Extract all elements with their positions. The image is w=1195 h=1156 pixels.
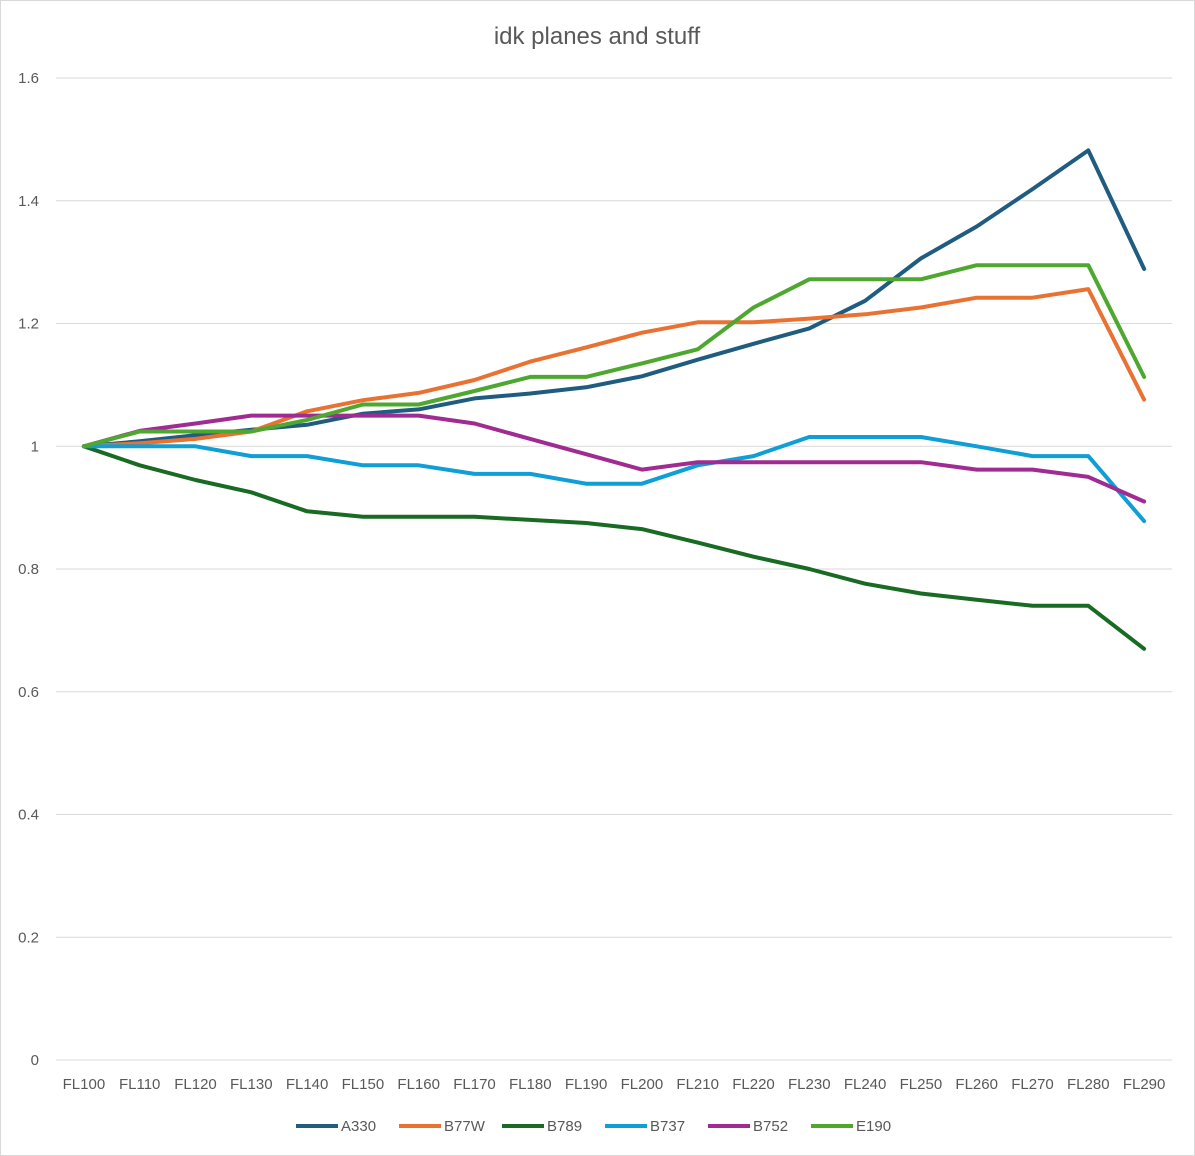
x-tick-label: FL270: [1011, 1076, 1054, 1093]
series-lines: [81, 148, 1147, 651]
x-tick-label: FL190: [565, 1076, 608, 1093]
x-tick-label: FL280: [1067, 1076, 1110, 1093]
y-tick-label: 0.4: [18, 807, 39, 824]
y-tick-label: 0: [31, 1052, 39, 1069]
legend-item-e190: E190: [811, 1118, 891, 1135]
legend-label: B752: [753, 1118, 788, 1135]
x-tick-label: FL110: [119, 1076, 160, 1093]
x-tick-label: FL150: [342, 1076, 385, 1093]
x-tick-label: FL210: [676, 1076, 719, 1093]
gridlines: [56, 77, 1172, 1061]
legend: A330 B77W B789 B737 B752 E190: [296, 1118, 891, 1135]
chart-title: idk planes and stuff: [494, 23, 701, 50]
y-tick-label: 1.6: [18, 70, 39, 87]
x-tick-label: FL130: [230, 1076, 273, 1093]
series-line-b789: [81, 444, 1147, 651]
legend-item-b789: B789: [502, 1118, 582, 1135]
series-line-b737: [81, 435, 1147, 524]
y-axis-ticks: 0 0.2 0.4 0.6 0.8 1 1.2 1.4 1.6: [18, 70, 39, 1069]
legend-label: A330: [341, 1118, 376, 1135]
y-tick-label: 0.8: [18, 561, 39, 578]
legend-item-b737: B737: [605, 1118, 685, 1135]
y-tick-label: 1: [31, 438, 39, 455]
y-tick-label: 1.2: [18, 316, 39, 333]
legend-item-b77w: B77W: [399, 1118, 486, 1135]
x-tick-label: FL100: [63, 1076, 106, 1093]
series-line-b77w: [81, 287, 1147, 449]
x-tick-label: FL160: [397, 1076, 440, 1093]
y-tick-label: 0.2: [18, 929, 39, 946]
x-tick-label: FL290: [1123, 1076, 1166, 1093]
legend-label: B77W: [444, 1118, 486, 1135]
series-line-b752: [81, 413, 1147, 504]
y-tick-label: 1.4: [18, 193, 39, 210]
legend-item-b752: B752: [708, 1118, 788, 1135]
x-tick-label: FL120: [174, 1076, 217, 1093]
x-axis-ticks: FL100 FL110 FL120 FL130 FL140 FL150 FL160 FL170…: [63, 1076, 1166, 1093]
x-tick-label: FL250: [900, 1076, 943, 1093]
x-tick-label: FL260: [955, 1076, 998, 1093]
x-tick-label: FL220: [732, 1076, 775, 1093]
x-tick-label: FL230: [788, 1076, 831, 1093]
legend-label: B789: [547, 1118, 582, 1135]
legend-item-a330: A330: [296, 1118, 376, 1135]
x-tick-label: FL140: [286, 1076, 329, 1093]
x-tick-label: FL200: [621, 1076, 664, 1093]
x-tick-label: FL180: [509, 1076, 552, 1093]
series-line-e190: [81, 263, 1147, 449]
y-tick-label: 0.6: [18, 684, 39, 701]
legend-label: B737: [650, 1118, 685, 1135]
x-tick-label: FL240: [844, 1076, 887, 1093]
x-tick-label: FL170: [453, 1076, 496, 1093]
legend-label: E190: [856, 1118, 891, 1135]
